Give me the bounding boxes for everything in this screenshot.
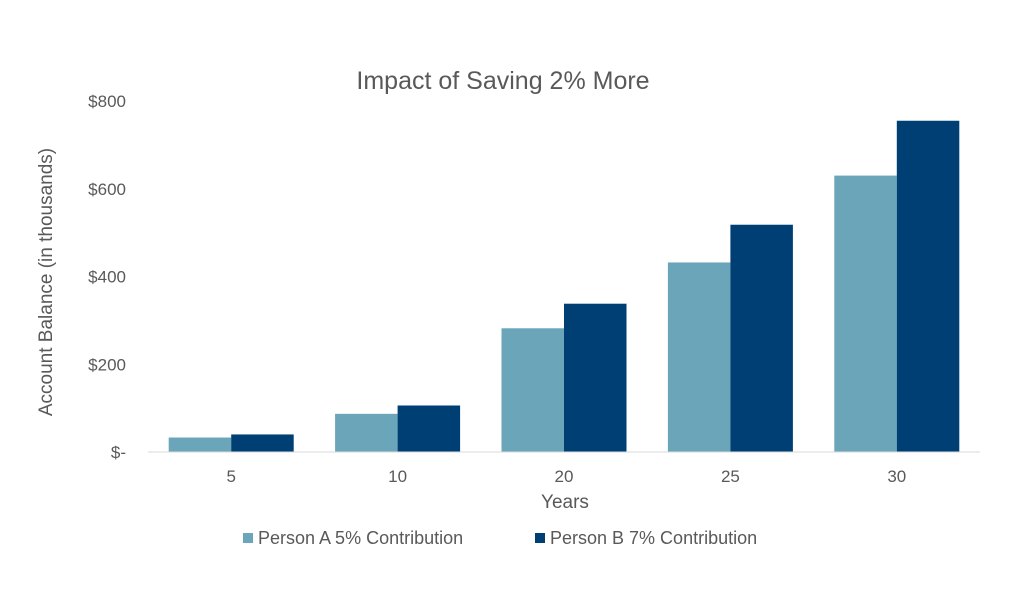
chart-title: Impact of Saving 2% More (356, 67, 649, 95)
x-tick-label: 10 (388, 467, 407, 486)
x-axis-title: Years (541, 492, 589, 513)
x-tick-label: 25 (721, 467, 740, 486)
legend-swatch-series-2 (535, 533, 545, 543)
x-tick-label: 20 (555, 467, 574, 486)
y-tick-label: $600 (88, 180, 126, 199)
x-axis-ticks: 5 10 20 25 30 (226, 467, 906, 486)
legend: Person A 5% Contribution Person B 7% Cont… (243, 528, 757, 548)
legend-label: Person B 7% Contribution (550, 528, 757, 548)
y-tick-label: $400 (88, 268, 126, 287)
y-tick-label: $200 (88, 355, 126, 374)
x-tick-label: 5 (226, 467, 235, 486)
bar-series-1-30 (834, 175, 897, 452)
x-tick-label: 30 (887, 467, 906, 486)
legend-swatch-series-1 (243, 533, 253, 543)
bars (168, 120, 960, 453)
y-tick-label: $800 (88, 92, 126, 111)
legend-label: Person A 5% Contribution (258, 528, 463, 548)
bar-series-2-5 (231, 434, 294, 452)
bar-series-2-25 (730, 224, 793, 452)
bar-series-2-30 (896, 120, 960, 453)
bar-series-2-20 (564, 303, 627, 452)
bar-series-1-20 (501, 328, 564, 452)
bar-series-1-10 (335, 413, 398, 452)
y-axis-title: Account Balance (in thousands) (36, 148, 57, 416)
bar-series-2-10 (397, 405, 461, 452)
bar-series-1-5 (168, 437, 232, 452)
bar-series-1-25 (667, 262, 731, 452)
y-tick-label: $- (111, 443, 126, 462)
y-axis-ticks: $- $200 $400 $600 $800 (88, 92, 126, 462)
